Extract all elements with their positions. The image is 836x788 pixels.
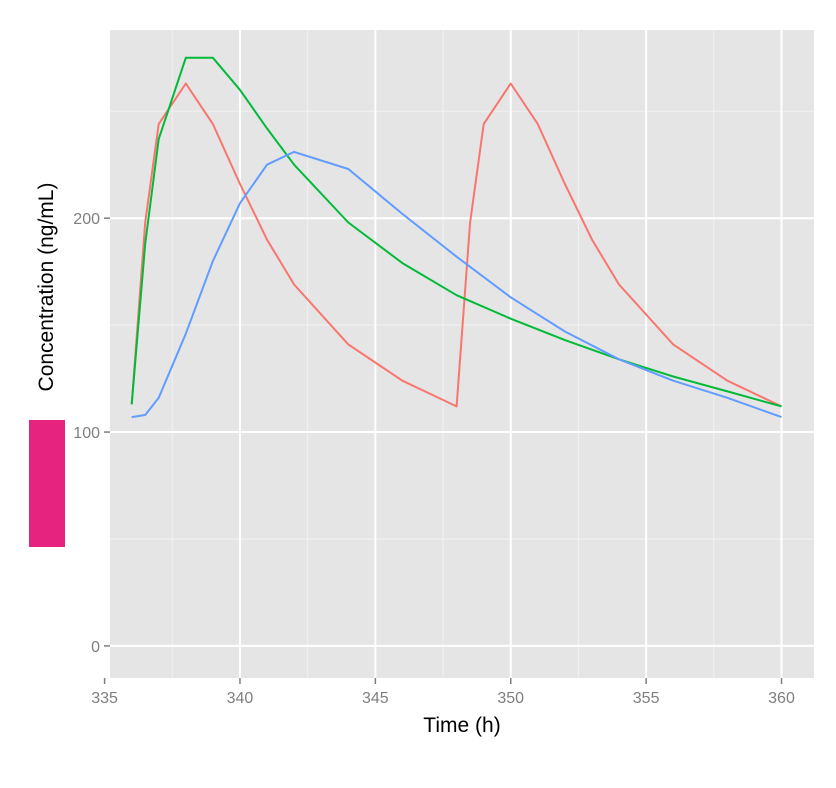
x-axis-ticks: 335 340 345 350 355 360: [91, 678, 795, 707]
x-tick-label: 340: [227, 690, 254, 707]
series-line-2: [130, 56, 782, 408]
plot-panel: [110, 30, 814, 678]
x-tick-label: 360: [768, 690, 795, 707]
major-gridlines: [103, 30, 814, 678]
series-line-3: [131, 150, 782, 419]
highlight-box: [29, 420, 65, 547]
x-tick-label: 350: [497, 690, 524, 707]
series-lines: [130, 56, 782, 419]
y-axis-ticks: 0 100 200: [73, 211, 110, 656]
y-axis-title: Concentration (ng/mL): [35, 183, 58, 392]
series-line-1: [130, 82, 782, 408]
y-tick-label: 0: [91, 639, 100, 656]
x-tick-label: 345: [362, 690, 389, 707]
x-tick-label: 355: [633, 690, 660, 707]
x-axis-title: Time (h): [423, 714, 500, 737]
x-tick-label: 335: [91, 690, 118, 707]
y-tick-label: 100: [73, 425, 100, 442]
y-tick-label: 200: [73, 211, 100, 228]
